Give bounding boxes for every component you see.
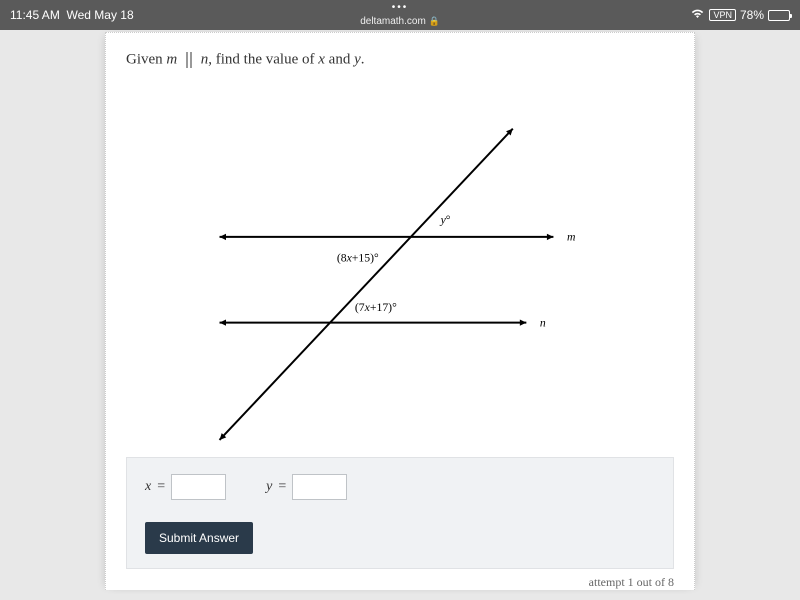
wifi-icon — [690, 8, 705, 22]
page-url: deltamath.com 🔒 — [360, 16, 440, 27]
answer-box: x = y = Submit Answer — [126, 457, 674, 569]
parallel-icon — [184, 51, 194, 69]
x-label: x — [145, 479, 151, 495]
menu-dots-icon: ••• — [360, 3, 440, 13]
problem-card: Given m n, find the value of x and y. m n… — [105, 32, 695, 590]
battery-percent: 78% — [740, 8, 764, 22]
attempt-counter: attempt 1 out of 8 — [126, 575, 674, 590]
prompt-text: Given m n, find the value of x and y. — [126, 51, 674, 69]
status-right: VPN 78% — [690, 8, 790, 22]
svg-text:y°: y° — [440, 213, 451, 226]
x-answer-field: x = — [145, 474, 226, 500]
status-center: ••• deltamath.com 🔒 — [360, 3, 440, 27]
ipad-status-bar: 11:45 AM Wed May 18 ••• deltamath.com 🔒 … — [0, 0, 800, 30]
answer-row: x = y = — [145, 474, 655, 500]
y-answer-field: y = — [266, 474, 347, 500]
status-time: 11:45 AM — [10, 8, 60, 22]
y-input[interactable] — [292, 474, 347, 500]
vpn-badge: VPN — [709, 9, 736, 21]
geometry-diagram: m n y° (8x+15)° (7x+17)° — [126, 79, 674, 449]
x-input[interactable] — [171, 474, 226, 500]
svg-text:(8x+15)°: (8x+15)° — [337, 251, 379, 264]
svg-text:n: n — [540, 316, 546, 329]
y-label: y — [266, 479, 272, 495]
battery-icon — [768, 10, 790, 21]
status-time-date: 11:45 AM Wed May 18 — [10, 8, 134, 22]
svg-text:m: m — [567, 231, 575, 244]
lock-icon: 🔒 — [429, 16, 440, 26]
submit-button[interactable]: Submit Answer — [145, 522, 253, 554]
svg-text:(7x+17)°: (7x+17)° — [355, 301, 397, 314]
page-area: Given m n, find the value of x and y. m n… — [0, 30, 800, 590]
status-date: Wed May 18 — [66, 8, 133, 22]
